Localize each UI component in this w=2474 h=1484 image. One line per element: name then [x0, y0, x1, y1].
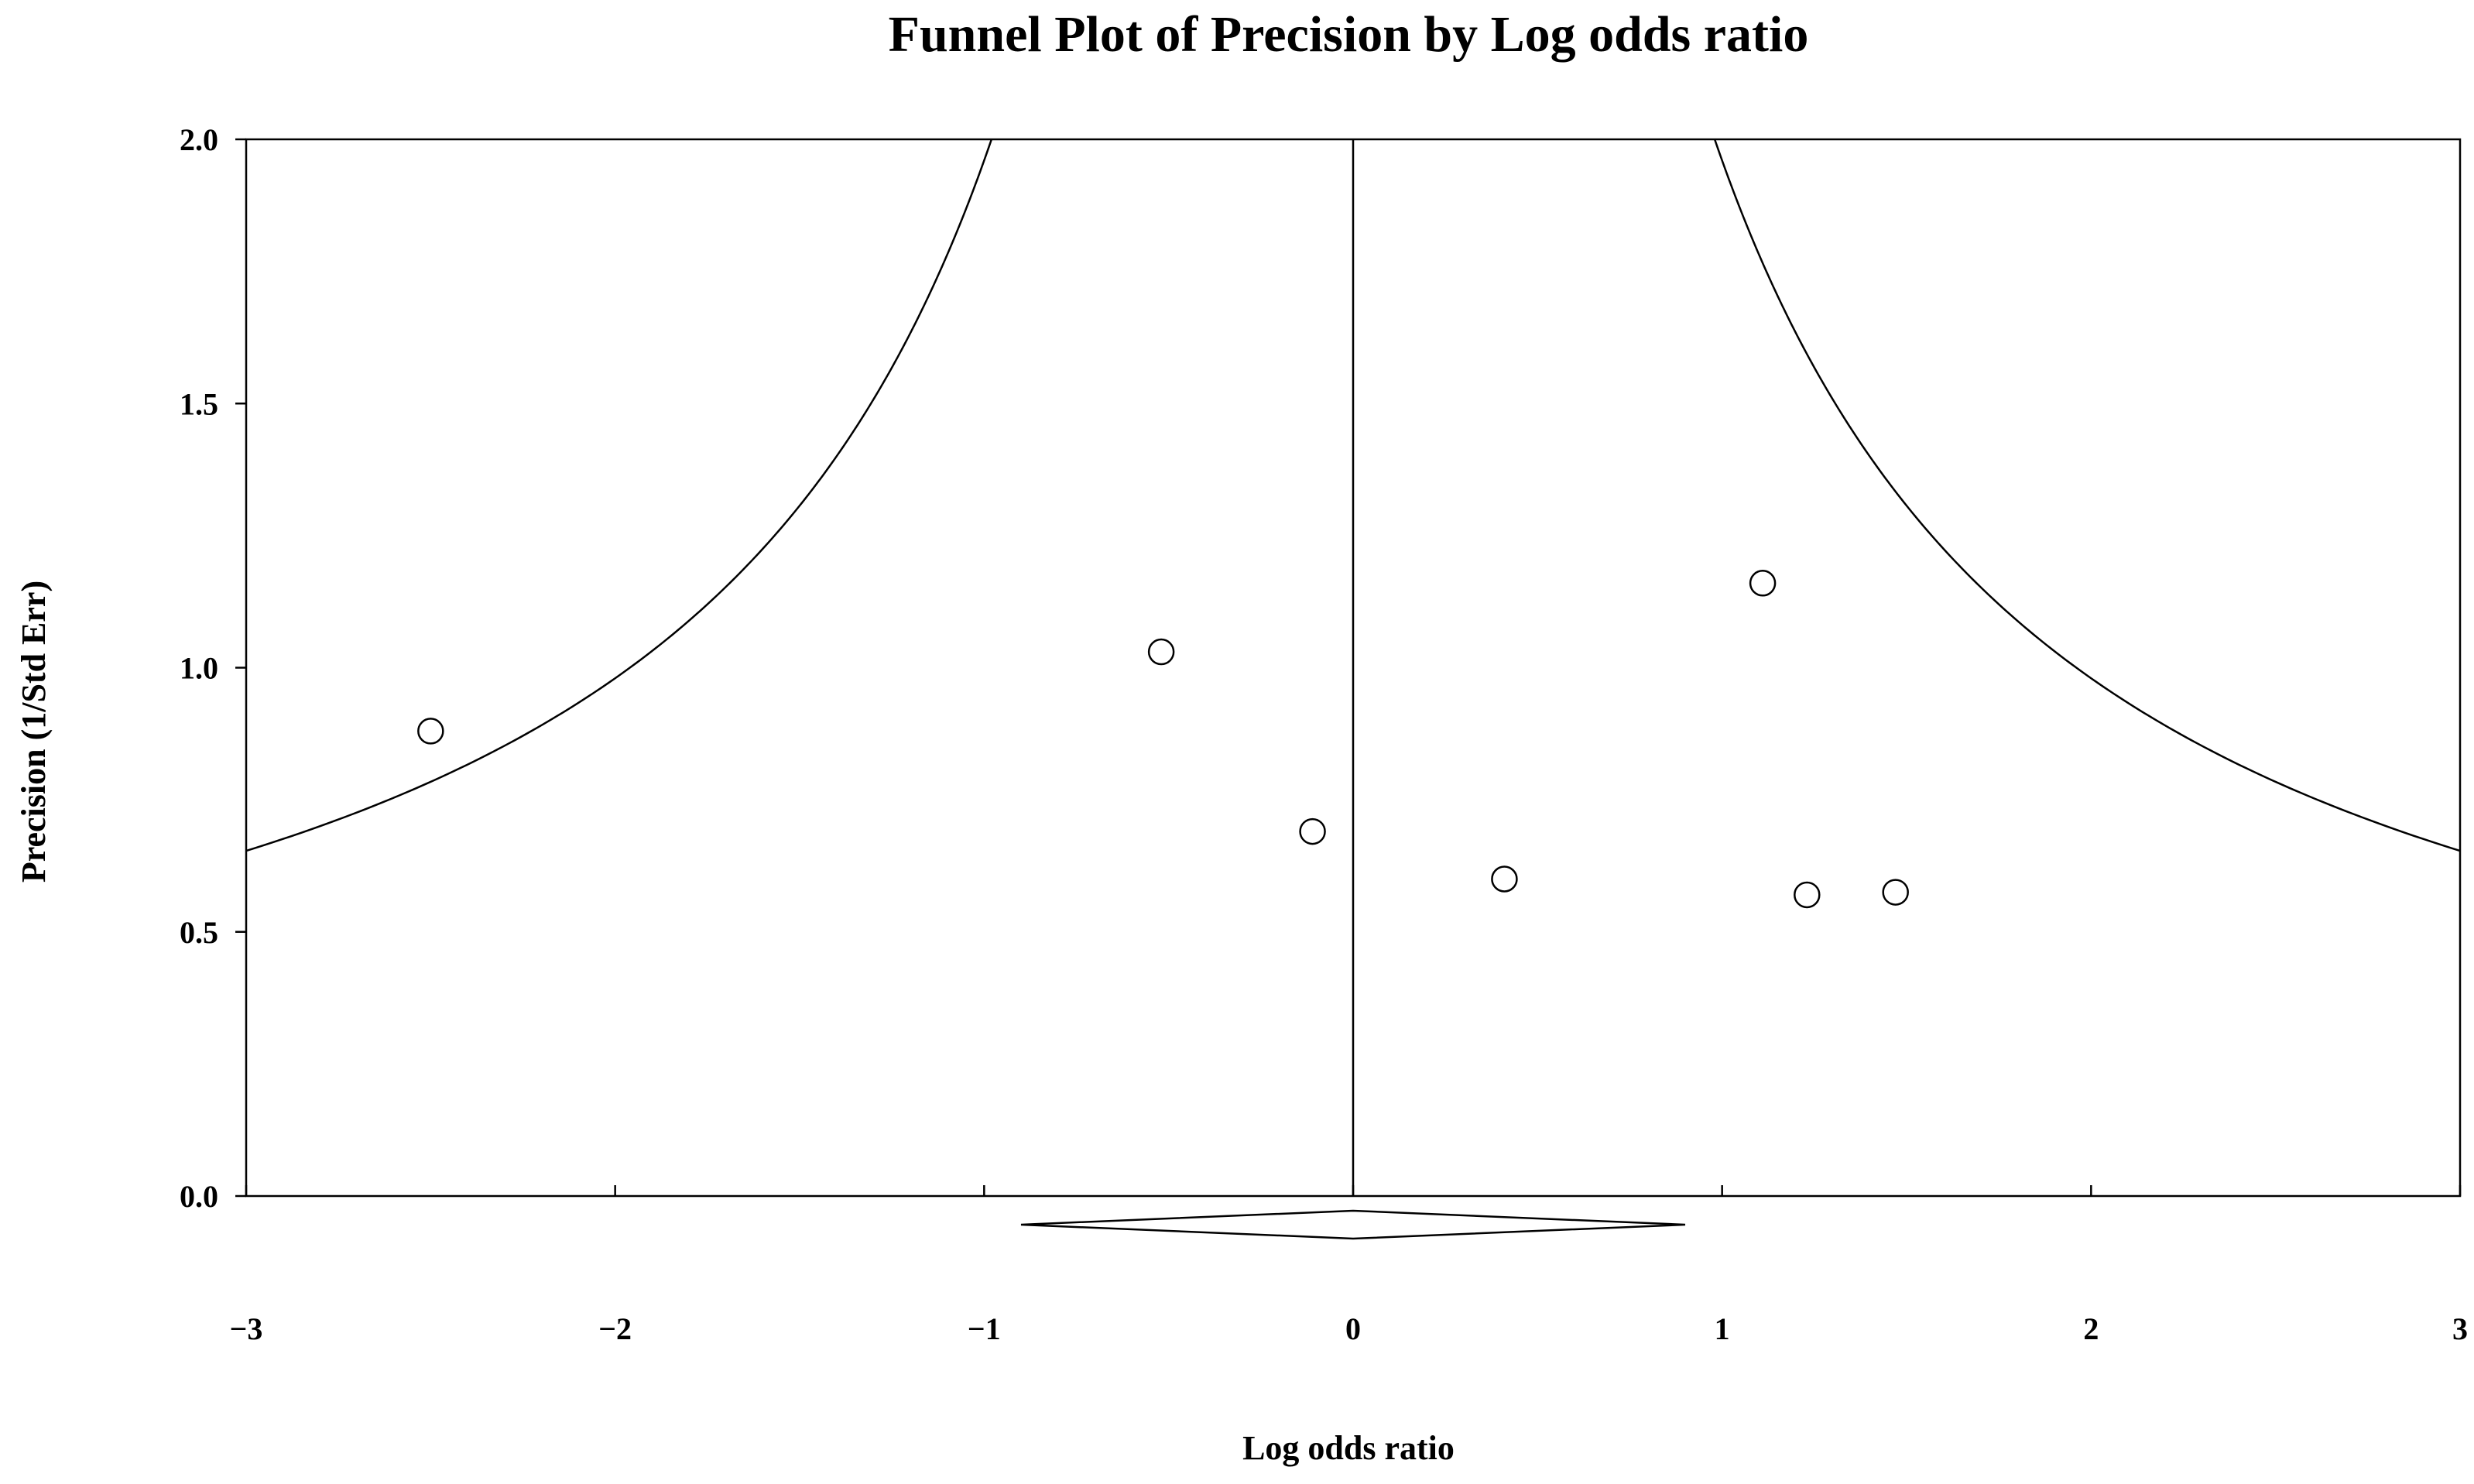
study-point	[1882, 879, 1909, 906]
x-tick-label: −2	[598, 1311, 632, 1346]
study-point	[1491, 865, 1518, 893]
y-tick-label: 0.5	[180, 915, 218, 950]
funnel-curve-left	[246, 139, 993, 852]
study-point	[1147, 638, 1175, 666]
x-tick-label: 1	[1715, 1311, 1730, 1346]
summary-diamond	[1020, 1209, 1686, 1240]
x-tick-label: −3	[230, 1311, 263, 1346]
x-tick-label: −1	[968, 1311, 1001, 1346]
y-axis-label: Precision (1/Std Err)	[15, 581, 53, 883]
funnel-curve-right	[1713, 139, 2460, 852]
study-point	[417, 718, 444, 745]
study-point	[1794, 881, 1821, 909]
y-tick-label: 1.5	[180, 386, 218, 421]
x-tick-label: 3	[2452, 1311, 2468, 1346]
x-axis-label: Log odds ratio	[1242, 1429, 1455, 1467]
y-tick-label: 0.0	[180, 1179, 218, 1214]
study-point	[1749, 570, 1777, 597]
y-tick-label: 1.0	[180, 651, 218, 686]
x-tick-label: 0	[1345, 1311, 1361, 1346]
y-tick-label: 2.0	[180, 122, 218, 157]
study-point	[1299, 817, 1326, 845]
chart-title: Funnel Plot of Precision by Log odds rat…	[889, 6, 1809, 63]
plot-area: −3 −2 −1 0 1 2 3 0.0 0.5 1.0 1.5 2.0	[180, 122, 2468, 1346]
x-tick-label: 2	[2083, 1311, 2099, 1346]
